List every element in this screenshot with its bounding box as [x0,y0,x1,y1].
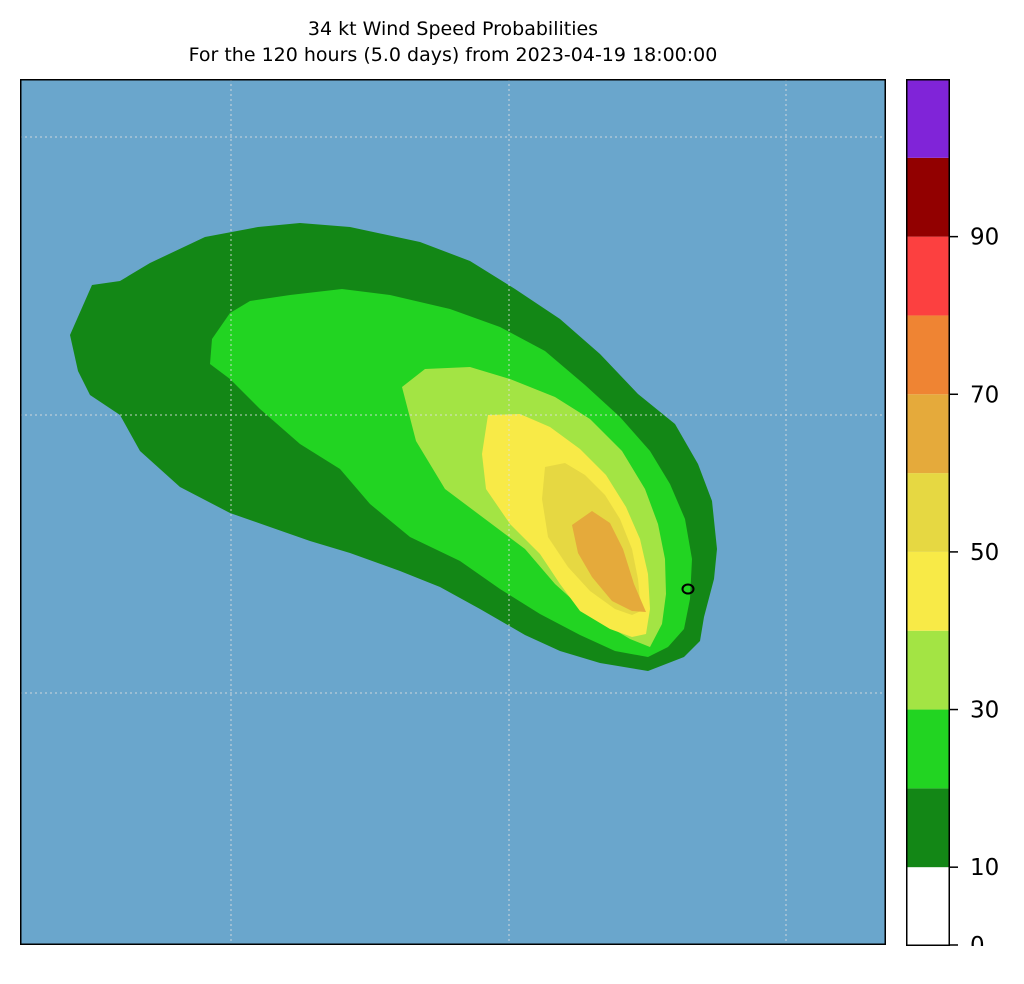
title-line-2: For the 120 hours (5.0 days) from 2023-0… [188,44,718,66]
colorbar-band-30-40 [906,630,950,710]
figure-title: 34 kt Wind Speed Probabilities For the 1… [20,16,886,68]
probability-colorbar: 0 10 30 50 70 90 [906,79,999,946]
colorbar-band-10-20 [906,788,950,868]
storm-marker-loop [681,583,695,595]
colorbar-tick-label: 10 [970,855,999,881]
title-line-1: 34 kt Wind Speed Probabilities [307,18,599,40]
colorbar-band-0-10 [906,867,950,946]
colorbar-band-40-50 [906,551,950,631]
colorbar-band-90-100 [906,157,950,237]
colorbar-band-70-80 [906,315,950,395]
colorbar-band-80-90 [906,236,950,316]
colorbar-tick-label: 90 [970,225,999,251]
colorbar-tick-label: 70 [970,382,999,408]
map-gridlines [20,79,886,945]
colorbar-band-60-70 [906,394,950,474]
colorbar-band-100-110 [906,79,950,158]
colorbar-band-20-30 [906,709,950,789]
colorbar-tick-label: 50 [970,540,999,566]
colorbar-tick-label: 30 [970,698,999,724]
colorbar-band-50-60 [906,473,950,552]
colorbar-border [906,79,950,946]
colorbar-tick-label: 0 [970,933,985,946]
map-border [20,79,886,945]
contour-60-70 [572,511,646,612]
probability-map [20,79,886,945]
